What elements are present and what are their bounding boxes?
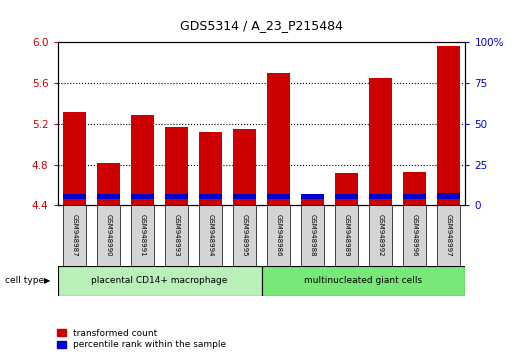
Text: GDS5314 / A_23_P215484: GDS5314 / A_23_P215484 — [180, 19, 343, 32]
Bar — [301, 205, 324, 266]
Bar — [97, 194, 120, 199]
Text: GSM948986: GSM948986 — [276, 214, 281, 257]
Bar — [301, 195, 324, 205]
Bar — [199, 205, 222, 266]
Text: cell type: cell type — [5, 276, 44, 285]
Bar — [233, 194, 256, 199]
Bar — [199, 132, 222, 205]
Text: GSM948994: GSM948994 — [208, 214, 213, 257]
Bar — [267, 73, 290, 205]
Bar — [233, 129, 256, 205]
Bar — [403, 172, 426, 205]
Bar — [267, 194, 290, 199]
Legend: transformed count, percentile rank within the sample: transformed count, percentile rank withi… — [57, 329, 226, 349]
Bar — [131, 194, 154, 199]
Text: GSM948987: GSM948987 — [72, 214, 77, 257]
Bar — [437, 205, 460, 266]
Text: multinucleated giant cells: multinucleated giant cells — [304, 276, 423, 285]
Text: GSM948997: GSM948997 — [446, 214, 451, 257]
Bar — [369, 205, 392, 266]
Bar — [199, 194, 222, 199]
Text: GSM948996: GSM948996 — [412, 214, 417, 257]
Text: ▶: ▶ — [44, 276, 50, 285]
Text: GSM948993: GSM948993 — [174, 214, 179, 257]
Bar — [233, 205, 256, 266]
Bar — [165, 127, 188, 205]
Text: GSM948992: GSM948992 — [378, 214, 383, 257]
Text: GSM948989: GSM948989 — [344, 214, 349, 257]
Bar — [63, 205, 86, 266]
Bar — [403, 194, 426, 199]
Text: GSM948991: GSM948991 — [140, 214, 145, 257]
Text: GSM948988: GSM948988 — [310, 214, 315, 257]
Text: GSM948995: GSM948995 — [242, 214, 247, 257]
Bar — [369, 78, 392, 205]
Bar — [165, 205, 188, 266]
Bar — [335, 173, 358, 205]
Bar — [131, 115, 154, 205]
Bar — [131, 205, 154, 266]
Bar — [301, 194, 324, 199]
Bar — [63, 194, 86, 199]
Bar — [437, 193, 460, 199]
Bar — [403, 205, 426, 266]
Bar — [437, 46, 460, 205]
Bar — [63, 112, 86, 205]
Bar — [335, 205, 358, 266]
Bar — [165, 194, 188, 199]
Bar — [267, 205, 290, 266]
Bar — [97, 162, 120, 205]
Text: GSM948990: GSM948990 — [106, 214, 111, 257]
Bar — [369, 194, 392, 199]
Bar — [335, 194, 358, 199]
Bar — [97, 205, 120, 266]
Bar — [58, 266, 262, 296]
Text: placental CD14+ macrophage: placental CD14+ macrophage — [92, 276, 228, 285]
Bar — [262, 266, 465, 296]
